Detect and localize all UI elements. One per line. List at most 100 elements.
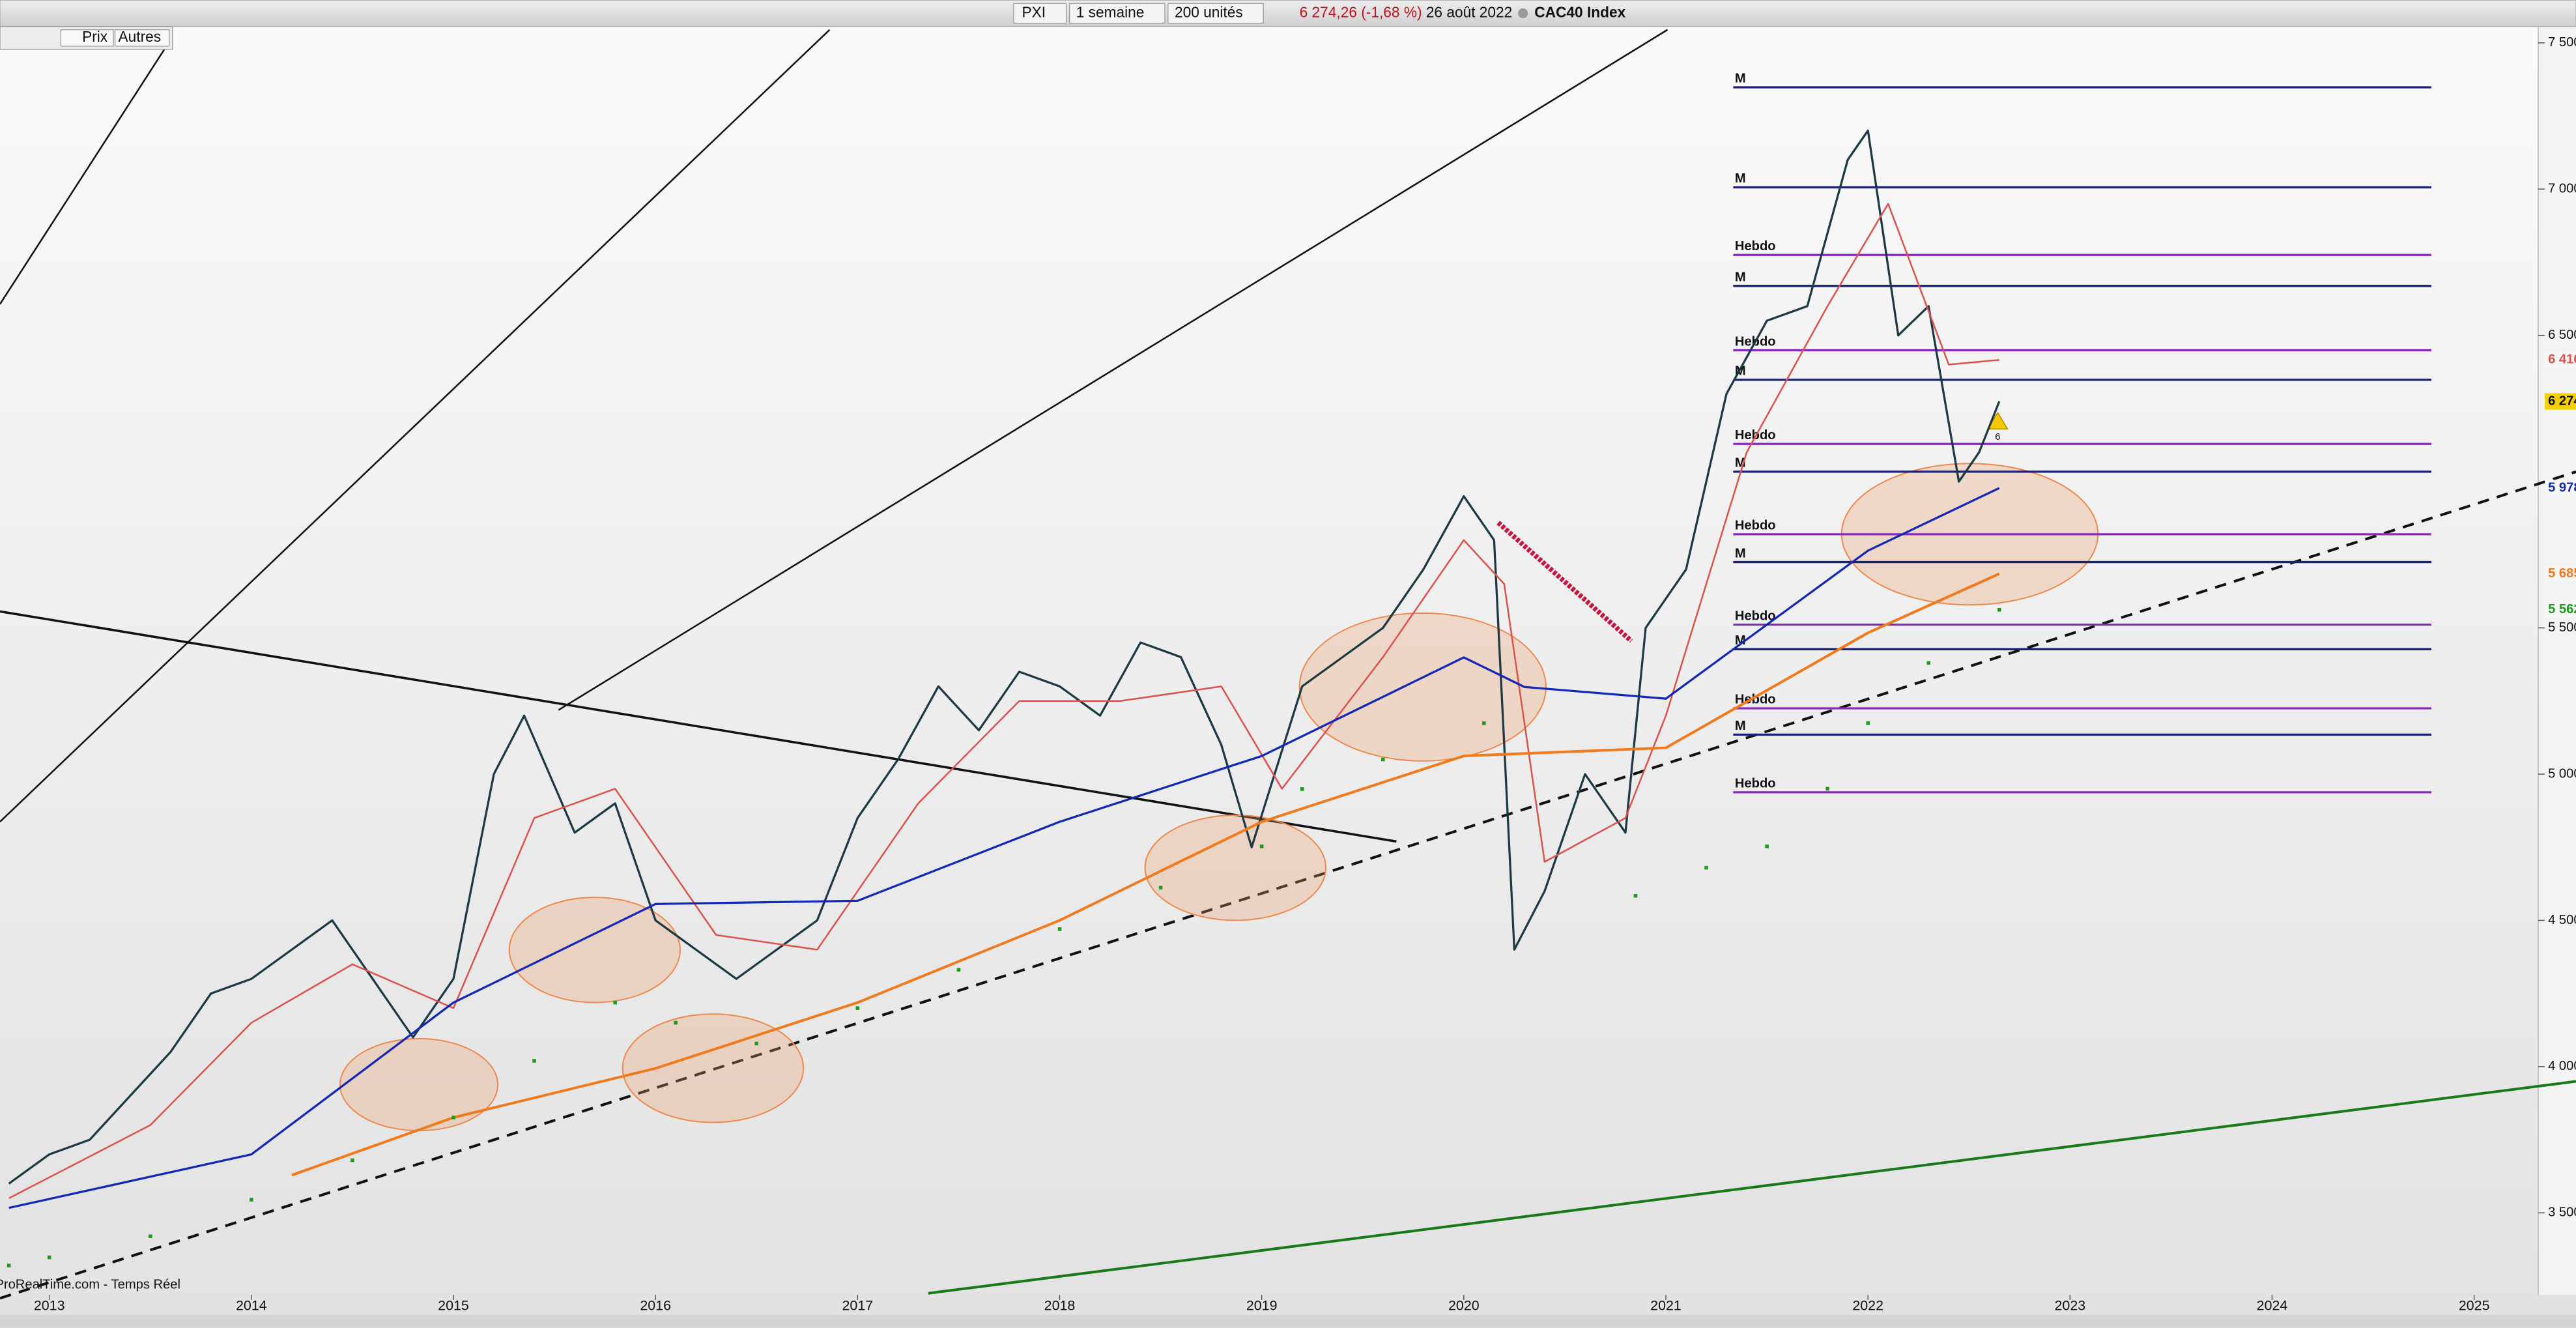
level-label: M bbox=[1735, 719, 1746, 733]
series-dot bbox=[613, 1000, 617, 1005]
series-dot bbox=[855, 1006, 860, 1010]
x-tick-label: 2020 bbox=[1448, 1298, 1480, 1314]
level-label: Hebdo bbox=[1735, 519, 1776, 533]
resistance-line bbox=[0, 610, 1397, 843]
y-tick-label: 3 500 bbox=[2548, 1205, 2576, 1220]
series-dot bbox=[1259, 844, 1264, 848]
series-dot bbox=[1866, 721, 1870, 725]
zone bbox=[339, 1037, 499, 1132]
x-tick-label: 2017 bbox=[842, 1298, 874, 1314]
symbol[interactable]: PXI bbox=[1022, 3, 1046, 20]
zone bbox=[1298, 612, 1547, 762]
level-label: M bbox=[1735, 171, 1746, 186]
series-dot bbox=[1158, 886, 1163, 889]
x-tick-label: 2015 bbox=[438, 1298, 469, 1314]
series-dot bbox=[532, 1059, 536, 1063]
price-tag-label: 5 978 bbox=[2548, 480, 2576, 495]
price-button[interactable] bbox=[60, 29, 114, 47]
x-tick-label: 2023 bbox=[2055, 1298, 2086, 1314]
y-tick-label: 7 500 bbox=[2548, 35, 2576, 50]
price-tag-label: 6 416 bbox=[2548, 353, 2576, 367]
series-dot bbox=[1997, 607, 2001, 612]
x-tick-label: 2014 bbox=[236, 1298, 267, 1314]
price-tag bbox=[2545, 565, 2576, 583]
price-button-label[interactable]: Prix bbox=[82, 28, 108, 45]
price-tag bbox=[2545, 351, 2576, 368]
price-tag-label: 6 274 bbox=[2548, 394, 2576, 408]
level-label: M bbox=[1735, 546, 1746, 560]
status-dot bbox=[1518, 8, 1528, 18]
y-tick-label: 4 500 bbox=[2548, 913, 2576, 927]
series-dot bbox=[451, 1116, 455, 1119]
period-select[interactable] bbox=[1068, 3, 1166, 24]
units-select[interactable] bbox=[1167, 3, 1264, 24]
price-tag bbox=[2545, 480, 2576, 497]
others-button-label[interactable]: Autres bbox=[119, 28, 162, 45]
price-tag-label: 5 685 bbox=[2548, 566, 2576, 581]
others-button[interactable] bbox=[114, 29, 170, 47]
price-tag bbox=[2545, 393, 2576, 410]
y-tick-label: 4 000 bbox=[2548, 1059, 2576, 1073]
series-line bbox=[8, 487, 2000, 1209]
x-tick-label: 2024 bbox=[2257, 1298, 2288, 1314]
instrument: CAC40 Index bbox=[1534, 3, 1625, 20]
series-dot bbox=[956, 968, 961, 972]
series-dot bbox=[250, 1198, 253, 1202]
series-dot bbox=[1633, 893, 1638, 898]
series-dot bbox=[1704, 865, 1708, 870]
units[interactable]: 200 unités bbox=[1175, 3, 1243, 20]
long-trend-line bbox=[928, 1080, 2576, 1295]
series-dot bbox=[1381, 757, 1385, 762]
zone bbox=[622, 1013, 805, 1123]
trend-line bbox=[558, 29, 1668, 711]
x-tick-label: 2019 bbox=[1246, 1298, 1278, 1314]
series-dot bbox=[1482, 721, 1486, 725]
trend-line bbox=[0, 49, 165, 305]
level-label: M bbox=[1735, 633, 1746, 648]
y-tick-label: 6 500 bbox=[2548, 328, 2576, 342]
x-tick-label: 2021 bbox=[1650, 1298, 1682, 1314]
price-change: 6 274,26 (-1,68 %) bbox=[1300, 3, 1422, 20]
series-dot bbox=[351, 1158, 354, 1162]
support-line bbox=[0, 470, 2576, 1300]
symbol-select[interactable] bbox=[1013, 3, 1067, 24]
series-dot bbox=[1765, 844, 1769, 848]
series-dot bbox=[7, 1263, 11, 1267]
alert-icon bbox=[1986, 411, 2009, 430]
annotations bbox=[0, 29, 2576, 1300]
x-tick-label: 2016 bbox=[640, 1298, 671, 1314]
series-line bbox=[291, 572, 2000, 1177]
x-tick-label: 2022 bbox=[1852, 1298, 1883, 1314]
series-dot bbox=[1300, 787, 1304, 791]
series-dot bbox=[1926, 661, 1931, 665]
price-tag bbox=[2545, 601, 2576, 618]
period[interactable]: 1 semaine bbox=[1076, 3, 1145, 20]
toolbar bbox=[0, 0, 2576, 27]
series-dot bbox=[1057, 927, 1062, 931]
series-line bbox=[8, 203, 1999, 1200]
plot: 2013 2014 2015 2016 2017 2018 2019 2020 2021 2022… bbox=[7, 35, 2576, 1314]
series-dot bbox=[754, 1041, 759, 1046]
level-label: Hebdo bbox=[1735, 777, 1776, 791]
trend-line bbox=[0, 29, 831, 822]
zone bbox=[1144, 814, 1327, 921]
level-label: M bbox=[1735, 270, 1746, 285]
level-label: M bbox=[1735, 72, 1746, 86]
x-tick-label: 2013 bbox=[34, 1298, 65, 1314]
y-tick-label: 7 000 bbox=[2548, 182, 2576, 196]
level-label: Hebdo bbox=[1735, 609, 1776, 623]
x-tick-label: 2018 bbox=[1044, 1298, 1076, 1314]
series-dot bbox=[674, 1020, 678, 1025]
level-label: Hebdo bbox=[1735, 239, 1776, 253]
price-tag-label: 5 562 bbox=[2548, 602, 2576, 616]
x-tick-label: 2025 bbox=[2459, 1298, 2490, 1314]
y-tick-label: 5 000 bbox=[2548, 766, 2576, 781]
alert-label: 6 bbox=[1995, 431, 2000, 442]
zone bbox=[508, 897, 681, 1003]
series-dot bbox=[1825, 787, 1829, 791]
status-bar bbox=[0, 1314, 2576, 1328]
sar-dots bbox=[1496, 521, 1633, 643]
